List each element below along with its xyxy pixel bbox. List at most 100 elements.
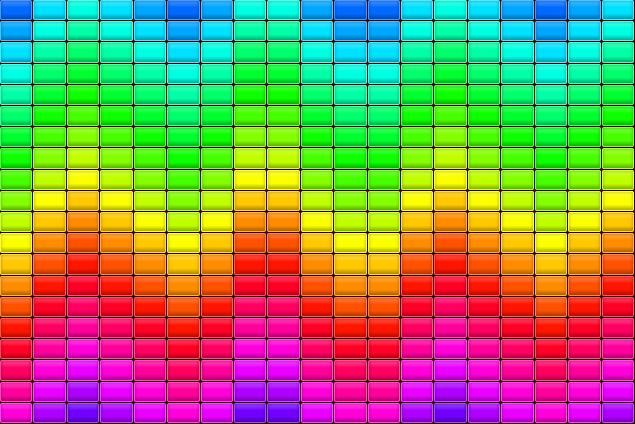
tile — [501, 254, 534, 275]
tile — [100, 402, 133, 423]
tile — [401, 296, 434, 317]
tile — [300, 0, 334, 21]
tile — [534, 84, 568, 105]
tile — [601, 233, 634, 254]
tile — [100, 127, 133, 148]
tile — [100, 275, 133, 296]
tile — [100, 339, 133, 360]
tile — [33, 381, 66, 402]
tile — [200, 0, 233, 21]
tile — [534, 63, 568, 84]
tile — [66, 275, 100, 296]
tile — [300, 169, 334, 190]
tile — [200, 339, 233, 360]
tile — [200, 84, 233, 105]
tile — [100, 0, 133, 21]
tile — [100, 360, 133, 381]
tile — [601, 169, 634, 190]
tile — [300, 402, 334, 423]
tile — [0, 0, 33, 21]
tile — [133, 106, 167, 127]
tile — [133, 169, 167, 190]
tile — [300, 360, 334, 381]
tile — [601, 381, 634, 402]
tile — [200, 254, 233, 275]
tile — [568, 233, 601, 254]
tile — [367, 190, 401, 211]
tile — [200, 275, 233, 296]
tile — [33, 127, 66, 148]
tile — [33, 106, 66, 127]
tile — [0, 233, 33, 254]
tile — [267, 360, 300, 381]
tile — [467, 127, 501, 148]
tile — [0, 84, 33, 105]
tile — [100, 212, 133, 233]
tile — [601, 212, 634, 233]
tile — [267, 84, 300, 105]
tile — [33, 84, 66, 105]
tile — [401, 339, 434, 360]
tile — [501, 106, 534, 127]
tile — [167, 148, 200, 169]
tile — [167, 402, 200, 423]
tile — [66, 381, 100, 402]
tile — [401, 254, 434, 275]
tile — [367, 275, 401, 296]
tile — [568, 84, 601, 105]
tile — [0, 106, 33, 127]
tile — [267, 254, 300, 275]
tile — [401, 84, 434, 105]
tile — [267, 148, 300, 169]
tile — [501, 63, 534, 84]
tile — [200, 127, 233, 148]
tile — [200, 233, 233, 254]
tile — [267, 21, 300, 42]
tile — [467, 148, 501, 169]
tile — [401, 169, 434, 190]
tile — [66, 360, 100, 381]
tile — [568, 381, 601, 402]
tile — [0, 127, 33, 148]
tile — [501, 381, 534, 402]
tile — [200, 318, 233, 339]
tile — [534, 233, 568, 254]
tile — [334, 275, 367, 296]
tile — [601, 0, 634, 21]
tile — [501, 84, 534, 105]
tile — [66, 0, 100, 21]
tile — [467, 0, 501, 21]
tile — [568, 169, 601, 190]
tile — [133, 190, 167, 211]
tile — [534, 190, 568, 211]
tile — [200, 402, 233, 423]
tile — [133, 402, 167, 423]
tile — [133, 360, 167, 381]
tile — [568, 402, 601, 423]
tile — [534, 275, 568, 296]
tile — [501, 233, 534, 254]
tile — [601, 296, 634, 317]
tile — [267, 212, 300, 233]
tile — [401, 275, 434, 296]
tile — [401, 318, 434, 339]
tile — [568, 0, 601, 21]
tile — [401, 63, 434, 84]
tile — [267, 42, 300, 63]
tile — [467, 106, 501, 127]
tile — [133, 127, 167, 148]
tile — [267, 275, 300, 296]
tile — [0, 212, 33, 233]
tile — [100, 381, 133, 402]
tile — [367, 318, 401, 339]
tile — [300, 106, 334, 127]
tile — [233, 402, 267, 423]
tile — [434, 63, 467, 84]
tile — [501, 360, 534, 381]
tile — [233, 21, 267, 42]
tile — [233, 106, 267, 127]
tile — [568, 63, 601, 84]
tile — [167, 0, 200, 21]
tile — [367, 169, 401, 190]
tile — [233, 190, 267, 211]
